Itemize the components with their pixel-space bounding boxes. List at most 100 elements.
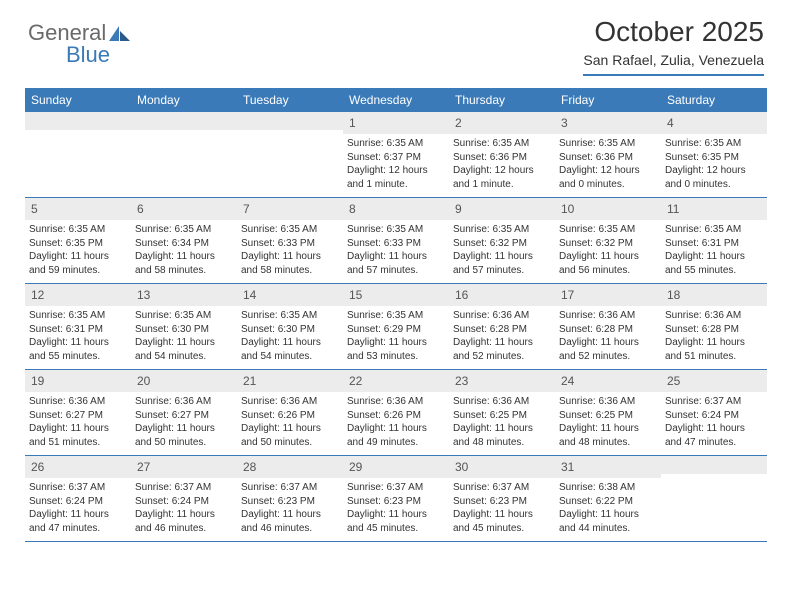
weeks-container: 1Sunrise: 6:35 AMSunset: 6:37 PMDaylight…	[25, 112, 767, 542]
daynum-row: 14	[237, 284, 343, 306]
daynum-row: 7	[237, 198, 343, 220]
daynum-row: 21	[237, 370, 343, 392]
calendar-cell: 8Sunrise: 6:35 AMSunset: 6:33 PMDaylight…	[343, 198, 449, 283]
calendar-cell: 6Sunrise: 6:35 AMSunset: 6:34 PMDaylight…	[131, 198, 237, 283]
daylight-text: Daylight: 11 hours and 56 minutes.	[559, 250, 657, 277]
sunset-text: Sunset: 6:23 PM	[347, 495, 445, 509]
title-block: October 2025 San Rafael, Zulia, Venezuel…	[583, 16, 764, 76]
sunrise-text: Sunrise: 6:35 AM	[665, 137, 763, 151]
sunset-text: Sunset: 6:27 PM	[135, 409, 233, 423]
day-info: Sunrise: 6:36 AMSunset: 6:26 PMDaylight:…	[241, 395, 339, 449]
sunrise-text: Sunrise: 6:35 AM	[135, 223, 233, 237]
sunrise-text: Sunrise: 6:35 AM	[241, 223, 339, 237]
sunset-text: Sunset: 6:24 PM	[665, 409, 763, 423]
sunrise-text: Sunrise: 6:37 AM	[135, 481, 233, 495]
calendar-cell: 26Sunrise: 6:37 AMSunset: 6:24 PMDayligh…	[25, 456, 131, 541]
sunrise-text: Sunrise: 6:35 AM	[241, 309, 339, 323]
sunrise-text: Sunrise: 6:36 AM	[559, 309, 657, 323]
sunset-text: Sunset: 6:25 PM	[453, 409, 551, 423]
day-number: 3	[561, 116, 568, 130]
calendar-cell: 23 Sunrise: 6:36 AMSunset: 6:25 PMDayligh…	[449, 370, 555, 455]
sunrise-text: Sunrise: 6:36 AM	[453, 309, 551, 323]
daynum-row: 5	[25, 198, 131, 220]
day-number: 27	[137, 460, 150, 474]
calendar-cell: 24Sunrise: 6:36 AMSunset: 6:25 PMDayligh…	[555, 370, 661, 455]
daynum-row: 27	[131, 456, 237, 478]
sunset-text: Sunset: 6:31 PM	[29, 323, 127, 337]
day-info: Sunrise: 6:35 AMSunset: 6:30 PMDaylight:…	[135, 309, 233, 363]
day-info: Sunrise: 6:36 AMSunset: 6:25 PMDaylight:…	[453, 395, 551, 449]
sunset-text: Sunset: 6:29 PM	[347, 323, 445, 337]
sunrise-text: Sunrise: 6:36 AM	[665, 309, 763, 323]
sunrise-text: Sunrise: 6:37 AM	[453, 481, 551, 495]
day-info: Sunrise: 6:36 AMSunset: 6:28 PMDaylight:…	[453, 309, 551, 363]
daylight-text: Daylight: 11 hours and 52 minutes.	[453, 336, 551, 363]
sunset-text: Sunset: 6:33 PM	[241, 237, 339, 251]
daynum-row: 11	[661, 198, 767, 220]
weekday-thursday: Thursday	[449, 88, 555, 112]
day-info: Sunrise: 6:38 AMSunset: 6:22 PMDaylight:…	[559, 481, 657, 535]
day-info: Sunrise: 6:37 AMSunset: 6:23 PMDaylight:…	[241, 481, 339, 535]
day-number: 19	[31, 374, 44, 388]
sunrise-text: Sunrise: 6:35 AM	[135, 309, 233, 323]
calendar-cell	[131, 112, 237, 197]
calendar-cell: 27 Sunrise: 6:37 AMSunset: 6:24 PMDayligh…	[131, 456, 237, 541]
calendar-week: 12Sunrise: 6:35 AMSunset: 6:31 PMDayligh…	[25, 284, 767, 370]
daynum-row: 24	[555, 370, 661, 392]
day-number: 7	[243, 202, 250, 216]
daynum-row: 30	[449, 456, 555, 478]
calendar-cell: 17Sunrise: 6:36 AMSunset: 6:28 PMDayligh…	[555, 284, 661, 369]
calendar-cell: 3Sunrise: 6:35 AMSunset: 6:36 PMDaylight…	[555, 112, 661, 197]
day-info: Sunrise: 6:36 AMSunset: 6:27 PMDaylight:…	[135, 395, 233, 449]
calendar-cell: 28Sunrise: 6:37 AMSunset: 6:23 PMDayligh…	[237, 456, 343, 541]
weekday-saturday: Saturday	[661, 88, 767, 112]
day-number: 23	[455, 374, 468, 388]
day-info: Sunrise: 6:35 AMSunset: 6:33 PMDaylight:…	[347, 223, 445, 277]
sunset-text: Sunset: 6:27 PM	[29, 409, 127, 423]
day-info: Sunrise: 6:35 AMSunset: 6:30 PMDaylight:…	[241, 309, 339, 363]
daynum-row: 20	[131, 370, 237, 392]
sunrise-text: Sunrise: 6:35 AM	[347, 137, 445, 151]
sunrise-text: Sunrise: 6:35 AM	[29, 309, 127, 323]
day-number: 18	[667, 288, 680, 302]
calendar-cell: 9Sunrise: 6:35 AMSunset: 6:32 PMDaylight…	[449, 198, 555, 283]
day-info: Sunrise: 6:37 AMSunset: 6:23 PMDaylight:…	[453, 481, 551, 535]
day-info: Sunrise: 6:35 AMSunset: 6:35 PMDaylight:…	[665, 137, 763, 191]
day-number: 13	[137, 288, 150, 302]
sunset-text: Sunset: 6:26 PM	[241, 409, 339, 423]
day-number: 16	[455, 288, 468, 302]
day-info: Sunrise: 6:35 AMSunset: 6:32 PMDaylight:…	[453, 223, 551, 277]
day-info: Sunrise: 6:37 AMSunset: 6:24 PMDaylight:…	[135, 481, 233, 535]
daylight-text: Daylight: 12 hours and 0 minutes.	[559, 164, 657, 191]
calendar-cell: 31 Sunrise: 6:38 AMSunset: 6:22 PMDayligh…	[555, 456, 661, 541]
sunrise-text: Sunrise: 6:35 AM	[29, 223, 127, 237]
daynum-row: 16	[449, 284, 555, 306]
daylight-text: Daylight: 11 hours and 46 minutes.	[241, 508, 339, 535]
sunset-text: Sunset: 6:28 PM	[453, 323, 551, 337]
day-number: 6	[137, 202, 144, 216]
weekday-tuesday: Tuesday	[237, 88, 343, 112]
sunrise-text: Sunrise: 6:35 AM	[559, 137, 657, 151]
sunrise-text: Sunrise: 6:36 AM	[559, 395, 657, 409]
day-info: Sunrise: 6:35 AMSunset: 6:37 PMDaylight:…	[347, 137, 445, 191]
sunrise-text: Sunrise: 6:35 AM	[347, 223, 445, 237]
daylight-text: Daylight: 11 hours and 57 minutes.	[347, 250, 445, 277]
day-info: Sunrise: 6:35 AMSunset: 6:31 PMDaylight:…	[29, 309, 127, 363]
day-number: 14	[243, 288, 256, 302]
day-info: Sunrise: 6:35 AMSunset: 6:29 PMDaylight:…	[347, 309, 445, 363]
sunrise-text: Sunrise: 6:36 AM	[241, 395, 339, 409]
day-number: 31	[561, 460, 574, 474]
daylight-text: Daylight: 11 hours and 51 minutes.	[29, 422, 127, 449]
day-number: 2	[455, 116, 462, 130]
sunset-text: Sunset: 6:25 PM	[559, 409, 657, 423]
daynum-row: 10	[555, 198, 661, 220]
sunrise-text: Sunrise: 6:35 AM	[665, 223, 763, 237]
daynum-row: 17	[555, 284, 661, 306]
daylight-text: Daylight: 11 hours and 59 minutes.	[29, 250, 127, 277]
day-info: Sunrise: 6:35 AMSunset: 6:31 PMDaylight:…	[665, 223, 763, 277]
sunset-text: Sunset: 6:23 PM	[453, 495, 551, 509]
weekday-monday: Monday	[131, 88, 237, 112]
calendar-cell: 7Sunrise: 6:35 AMSunset: 6:33 PMDaylight…	[237, 198, 343, 283]
calendar-cell: 15Sunrise: 6:35 AMSunset: 6:29 PMDayligh…	[343, 284, 449, 369]
daylight-text: Daylight: 11 hours and 46 minutes.	[135, 508, 233, 535]
